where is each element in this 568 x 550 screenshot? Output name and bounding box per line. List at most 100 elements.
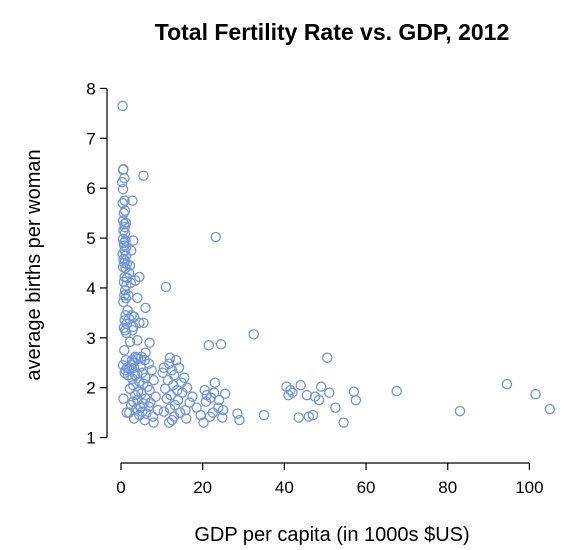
- data-point: [181, 413, 192, 424]
- data-point: [285, 384, 296, 396]
- y-tick-label: 8: [86, 79, 95, 98]
- data-point: [213, 394, 225, 406]
- x-tick-label: 40: [275, 478, 294, 497]
- data-point: [130, 351, 141, 363]
- data-point: [200, 396, 212, 407]
- data-point: [116, 176, 128, 188]
- data-point: [203, 340, 215, 351]
- chart-title: Total Fertility Rate vs. GDP, 2012: [155, 19, 510, 45]
- data-point: [152, 404, 164, 416]
- data-point: [161, 393, 172, 404]
- data-point: [125, 245, 137, 256]
- data-point: [313, 394, 325, 406]
- data-point: [295, 379, 306, 391]
- data-point: [132, 335, 143, 346]
- data-point: [330, 402, 341, 413]
- data-point: [117, 197, 128, 209]
- data-point: [127, 195, 138, 206]
- y-tick-label: 3: [86, 329, 95, 348]
- data-point: [138, 317, 149, 329]
- data-point: [530, 388, 541, 400]
- x-tick-label: 60: [357, 478, 376, 497]
- data-point: [219, 388, 231, 399]
- data-point: [338, 417, 349, 428]
- data-point: [187, 391, 198, 402]
- data-point: [127, 325, 138, 336]
- data-point: [141, 408, 152, 419]
- data-point: [146, 364, 157, 376]
- data-point: [117, 164, 129, 175]
- data-point: [158, 406, 170, 417]
- data-point: [166, 364, 178, 376]
- data-point: [144, 337, 155, 349]
- data-point: [118, 296, 129, 308]
- data-point: [123, 267, 135, 279]
- data-point: [198, 417, 209, 428]
- data-point: [127, 373, 138, 384]
- data-point: [150, 391, 161, 402]
- data-point: [217, 412, 228, 423]
- y-tick-label: 6: [86, 179, 95, 198]
- data-point: [148, 417, 159, 428]
- data-point: [303, 411, 315, 422]
- x-tick-label: 100: [515, 478, 543, 497]
- data-point: [117, 183, 129, 195]
- data-point: [315, 381, 327, 392]
- data-point: [118, 207, 130, 219]
- data-point: [125, 399, 137, 411]
- data-point: [135, 361, 146, 372]
- data-point: [321, 352, 333, 364]
- data-point: [501, 378, 513, 390]
- y-axis-label: average births per woman: [23, 149, 45, 380]
- data-point: [138, 170, 149, 181]
- data-point: [160, 281, 172, 293]
- data-point: [232, 408, 243, 419]
- data-point: [348, 386, 360, 397]
- data-point: [132, 292, 143, 304]
- data-point: [123, 363, 135, 374]
- data-point: [121, 327, 132, 339]
- data-point: [140, 302, 151, 314]
- data-point: [199, 384, 210, 396]
- data-point: [128, 413, 140, 424]
- data-point: [159, 383, 171, 394]
- x-tick-label: 20: [193, 478, 212, 497]
- data-point: [118, 393, 129, 404]
- data-point: [293, 412, 304, 423]
- data-point: [139, 414, 150, 426]
- x-axis-label: GDP per capita (in 1000s $US): [194, 524, 469, 546]
- data-points: [116, 100, 556, 428]
- data-point: [204, 411, 216, 422]
- data-point: [350, 394, 362, 406]
- data-point: [128, 235, 139, 246]
- data-point: [143, 401, 155, 412]
- data-point: [210, 231, 222, 243]
- data-point: [125, 277, 137, 289]
- data-point: [454, 405, 466, 417]
- data-point: [130, 389, 141, 401]
- y-tick-label: 5: [86, 229, 95, 248]
- data-point: [324, 387, 335, 398]
- data-point: [119, 195, 130, 206]
- data-point: [258, 409, 270, 421]
- y-tick-label: 2: [86, 379, 95, 398]
- data-point: [124, 336, 136, 348]
- data-point: [248, 329, 259, 340]
- data-point: [120, 235, 131, 246]
- data-point: [164, 403, 176, 414]
- data-point: [163, 358, 175, 369]
- y-tick-label: 7: [86, 129, 95, 148]
- data-point: [234, 414, 245, 426]
- data-point: [157, 367, 168, 378]
- data-point: [148, 374, 159, 386]
- data-point: [179, 372, 190, 383]
- data-point: [124, 260, 136, 271]
- data-point: [217, 404, 229, 416]
- data-point: [301, 389, 313, 401]
- data-point: [163, 417, 175, 428]
- data-point: [215, 339, 227, 350]
- x-tick-label: 80: [438, 478, 457, 497]
- data-point: [173, 362, 185, 373]
